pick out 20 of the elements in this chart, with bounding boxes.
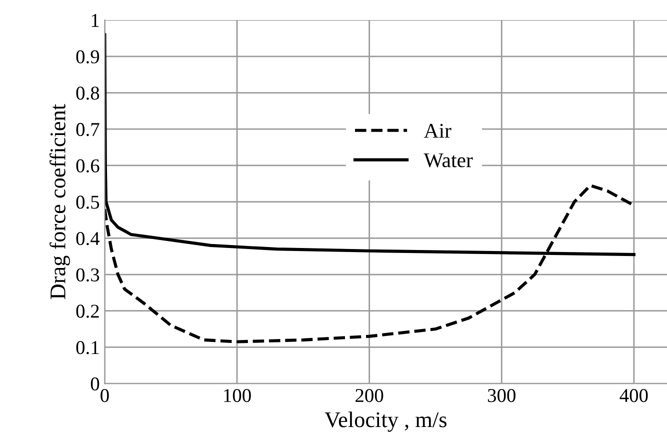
y-tick-label: 0.4 (76, 232, 100, 246)
y-tick-label: 0.8 (76, 86, 100, 100)
y-tick-label: 1 (92, 14, 99, 27)
y-tick-label: 0.3 (76, 268, 100, 282)
x-tick-label: 200 (356, 388, 384, 402)
y-tick-label: 0.5 (76, 196, 100, 209)
y-tick-label: 0.1 (76, 341, 99, 354)
y-tick-label: 0.2 (76, 304, 99, 318)
y-tick-label: 0 (90, 377, 100, 390)
y-tick-label: 0.6 (76, 159, 100, 172)
legend-label: Water (424, 153, 473, 168)
x-tick-label: 300 (488, 388, 516, 402)
y-axis-title: Drag force coefficient (50, 104, 70, 300)
y-tick-label: 0.7 (76, 122, 100, 136)
x-tick-label: 0 (100, 388, 109, 402)
y-tick-label: 0.9 (76, 50, 100, 64)
x-tick-label: 400 (620, 388, 648, 402)
x-tick-label: 100 (224, 388, 251, 402)
legend-label: Air (424, 124, 452, 138)
x-axis-title: Velocity , m/s (324, 412, 446, 432)
